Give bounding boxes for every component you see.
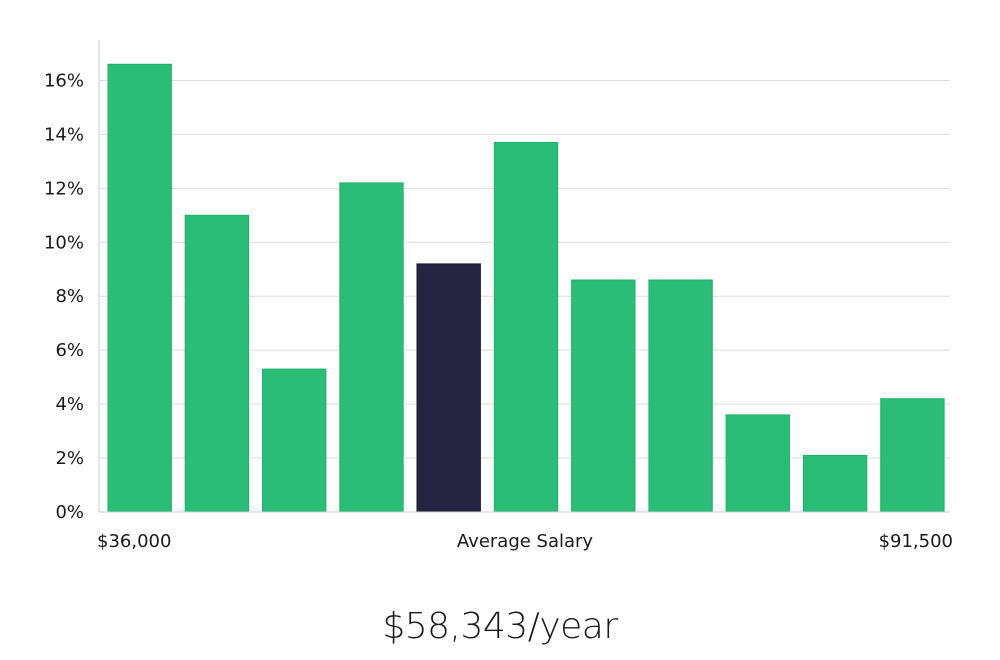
bar [339, 182, 404, 513]
y-tick-label: 0% [55, 502, 84, 523]
y-tick-labels: 0% 2% 4% 6% 8% 10% 12% 14% 16% [44, 70, 84, 523]
average-salary-figure: $58,343/year [382, 606, 618, 647]
y-tick-label: 8% [55, 286, 84, 307]
y-tick-label: 12% [44, 178, 84, 199]
y-tick-label: 16% [44, 70, 84, 91]
bar [184, 214, 250, 513]
bar [571, 279, 636, 513]
y-tick-label: 14% [44, 124, 84, 145]
y-tick-label: 4% [55, 394, 84, 415]
bar [107, 63, 172, 513]
y-tick-label: 2% [55, 448, 84, 469]
bar [262, 368, 327, 513]
bar [725, 414, 790, 513]
bar [648, 279, 713, 513]
y-tick-label: 10% [44, 232, 84, 253]
bar-highlighted [416, 263, 481, 513]
y-tick-label: 6% [55, 340, 84, 361]
bar [493, 142, 559, 513]
x-axis-title: Average Salary [457, 531, 594, 552]
bar [802, 454, 868, 513]
salary-distribution-chart: 0% 2% 4% 6% 8% 10% 12% 14% 16% $36,000 Average S… [44, 40, 953, 552]
x-min-label: $36,000 [97, 531, 171, 552]
x-max-label: $91,500 [879, 531, 953, 552]
bar [880, 398, 945, 513]
bars [107, 63, 945, 513]
